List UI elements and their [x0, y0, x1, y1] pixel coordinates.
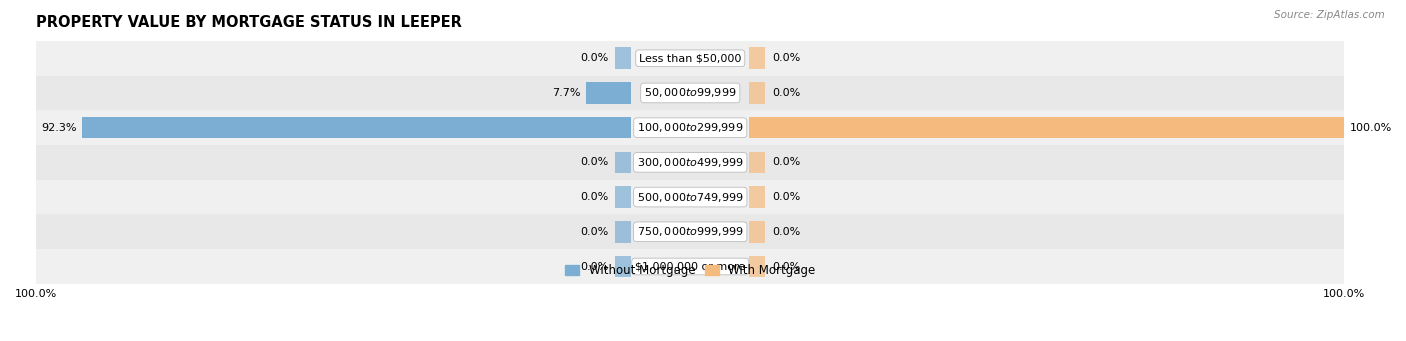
Bar [37, 110, 1344, 145]
Text: $750,000 to $999,999: $750,000 to $999,999 [637, 225, 744, 238]
Bar [614, 221, 631, 242]
Text: 0.0%: 0.0% [581, 262, 609, 271]
Text: PROPERTY VALUE BY MORTGAGE STATUS IN LEEPER: PROPERTY VALUE BY MORTGAGE STATUS IN LEE… [37, 15, 463, 30]
Bar [614, 152, 631, 173]
Text: $300,000 to $499,999: $300,000 to $499,999 [637, 156, 744, 169]
Bar [749, 221, 765, 242]
Bar [749, 152, 765, 173]
Bar [749, 117, 1344, 138]
Bar [614, 82, 631, 104]
Bar [614, 117, 631, 138]
Text: 0.0%: 0.0% [581, 53, 609, 63]
Text: 0.0%: 0.0% [581, 192, 609, 202]
Text: $100,000 to $299,999: $100,000 to $299,999 [637, 121, 744, 134]
Bar [37, 249, 1344, 284]
Bar [749, 82, 765, 104]
Bar [37, 41, 1344, 76]
Bar [82, 117, 631, 138]
Text: 0.0%: 0.0% [581, 227, 609, 237]
Text: 0.0%: 0.0% [772, 192, 800, 202]
Legend: Without Mortgage, With Mortgage: Without Mortgage, With Mortgage [561, 260, 820, 280]
Bar [37, 145, 1344, 180]
Bar [37, 214, 1344, 249]
Bar [749, 47, 765, 69]
Bar [37, 76, 1344, 110]
Text: 0.0%: 0.0% [772, 53, 800, 63]
Text: Source: ZipAtlas.com: Source: ZipAtlas.com [1274, 10, 1385, 20]
Bar [749, 256, 765, 277]
Text: 100.0%: 100.0% [1350, 123, 1392, 133]
Text: $50,000 to $99,999: $50,000 to $99,999 [644, 87, 737, 100]
Text: Less than $50,000: Less than $50,000 [640, 53, 741, 63]
Text: $500,000 to $749,999: $500,000 to $749,999 [637, 191, 744, 204]
Bar [37, 180, 1344, 214]
Bar [614, 186, 631, 208]
Text: 0.0%: 0.0% [581, 158, 609, 167]
Bar [749, 186, 765, 208]
Text: 0.0%: 0.0% [772, 88, 800, 98]
Text: 0.0%: 0.0% [772, 262, 800, 271]
Bar [749, 117, 765, 138]
Bar [614, 47, 631, 69]
Text: $1,000,000 or more: $1,000,000 or more [636, 262, 745, 271]
Bar [614, 256, 631, 277]
Text: 0.0%: 0.0% [772, 227, 800, 237]
Text: 0.0%: 0.0% [772, 158, 800, 167]
Text: 92.3%: 92.3% [41, 123, 77, 133]
Bar [585, 82, 631, 104]
Text: 7.7%: 7.7% [551, 88, 581, 98]
